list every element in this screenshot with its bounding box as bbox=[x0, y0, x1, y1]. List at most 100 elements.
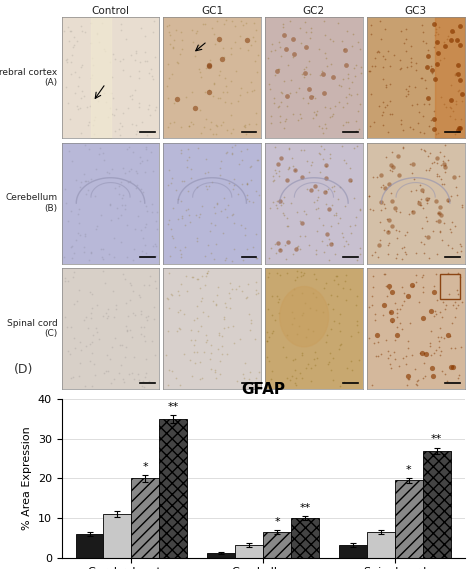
Point bbox=[98, 18, 106, 27]
Point bbox=[91, 115, 98, 124]
Point bbox=[418, 185, 426, 195]
Point bbox=[431, 306, 439, 315]
Point bbox=[163, 22, 171, 31]
Point bbox=[379, 75, 387, 84]
Point bbox=[433, 159, 441, 168]
Point bbox=[396, 319, 404, 328]
Point bbox=[306, 168, 313, 177]
Point bbox=[98, 253, 106, 262]
Point bbox=[148, 336, 155, 345]
Point bbox=[230, 180, 237, 189]
Point bbox=[106, 200, 114, 209]
Point bbox=[264, 327, 271, 336]
Point bbox=[395, 361, 403, 370]
Point bbox=[112, 105, 120, 114]
Point bbox=[68, 241, 75, 250]
Point bbox=[249, 33, 257, 42]
Point bbox=[207, 365, 215, 374]
Point bbox=[216, 356, 224, 365]
Point bbox=[382, 55, 389, 64]
Point bbox=[366, 121, 374, 130]
Point bbox=[219, 350, 226, 359]
Point bbox=[94, 96, 102, 105]
Point bbox=[76, 231, 84, 240]
Point bbox=[301, 299, 309, 308]
Point bbox=[193, 234, 201, 243]
Point bbox=[301, 17, 309, 26]
Point bbox=[336, 341, 343, 350]
Point bbox=[88, 303, 96, 312]
Point bbox=[383, 152, 390, 161]
Point bbox=[425, 52, 432, 61]
Point bbox=[209, 23, 216, 32]
Point bbox=[330, 211, 337, 220]
Point bbox=[181, 220, 188, 229]
Point bbox=[118, 340, 126, 349]
Point bbox=[109, 50, 117, 59]
Point bbox=[198, 296, 205, 306]
Point bbox=[88, 53, 96, 62]
Point bbox=[136, 74, 143, 83]
Point bbox=[246, 325, 254, 335]
Bar bbox=[159, 419, 187, 558]
Text: **: ** bbox=[168, 402, 179, 412]
Point bbox=[209, 296, 217, 306]
Point bbox=[228, 142, 236, 151]
Point bbox=[73, 36, 81, 46]
Point bbox=[243, 145, 251, 154]
Point bbox=[457, 241, 465, 250]
Point bbox=[322, 200, 329, 209]
Point bbox=[205, 311, 212, 320]
Point bbox=[375, 101, 383, 110]
Point bbox=[263, 336, 271, 345]
Point bbox=[386, 97, 394, 106]
Point bbox=[121, 353, 128, 362]
Point bbox=[342, 237, 350, 246]
Point bbox=[393, 304, 401, 314]
Point bbox=[137, 24, 145, 33]
Point bbox=[270, 197, 277, 207]
Point bbox=[137, 225, 145, 234]
Point bbox=[86, 357, 93, 366]
Point bbox=[129, 148, 137, 157]
Point bbox=[229, 185, 237, 194]
Point bbox=[81, 247, 88, 256]
Point bbox=[236, 90, 244, 100]
Point bbox=[81, 242, 88, 251]
Point bbox=[325, 234, 333, 243]
Point bbox=[374, 351, 382, 360]
Point bbox=[348, 176, 356, 185]
Point bbox=[203, 269, 211, 278]
Point bbox=[220, 53, 228, 62]
Point bbox=[355, 125, 363, 134]
Point bbox=[336, 81, 343, 90]
Point bbox=[247, 78, 255, 87]
Point bbox=[255, 50, 262, 59]
Point bbox=[392, 206, 400, 215]
Point bbox=[356, 249, 364, 258]
Point bbox=[444, 195, 452, 204]
Point bbox=[288, 290, 296, 299]
Point bbox=[71, 88, 79, 97]
Point bbox=[214, 282, 221, 291]
Point bbox=[72, 175, 80, 184]
Point bbox=[119, 270, 127, 279]
Point bbox=[268, 374, 275, 384]
Point bbox=[132, 48, 140, 57]
Point bbox=[283, 269, 291, 278]
Point bbox=[435, 171, 443, 180]
Point bbox=[368, 300, 376, 310]
Point bbox=[268, 39, 276, 48]
Point bbox=[427, 326, 435, 335]
Point bbox=[198, 271, 206, 281]
Point bbox=[315, 149, 322, 158]
Point bbox=[118, 194, 126, 203]
Point bbox=[334, 18, 342, 27]
Point bbox=[338, 141, 346, 150]
Point bbox=[184, 204, 191, 213]
Point bbox=[433, 216, 440, 225]
Point bbox=[135, 67, 143, 76]
Point bbox=[197, 105, 204, 114]
Point bbox=[73, 102, 81, 111]
Point bbox=[326, 104, 334, 113]
